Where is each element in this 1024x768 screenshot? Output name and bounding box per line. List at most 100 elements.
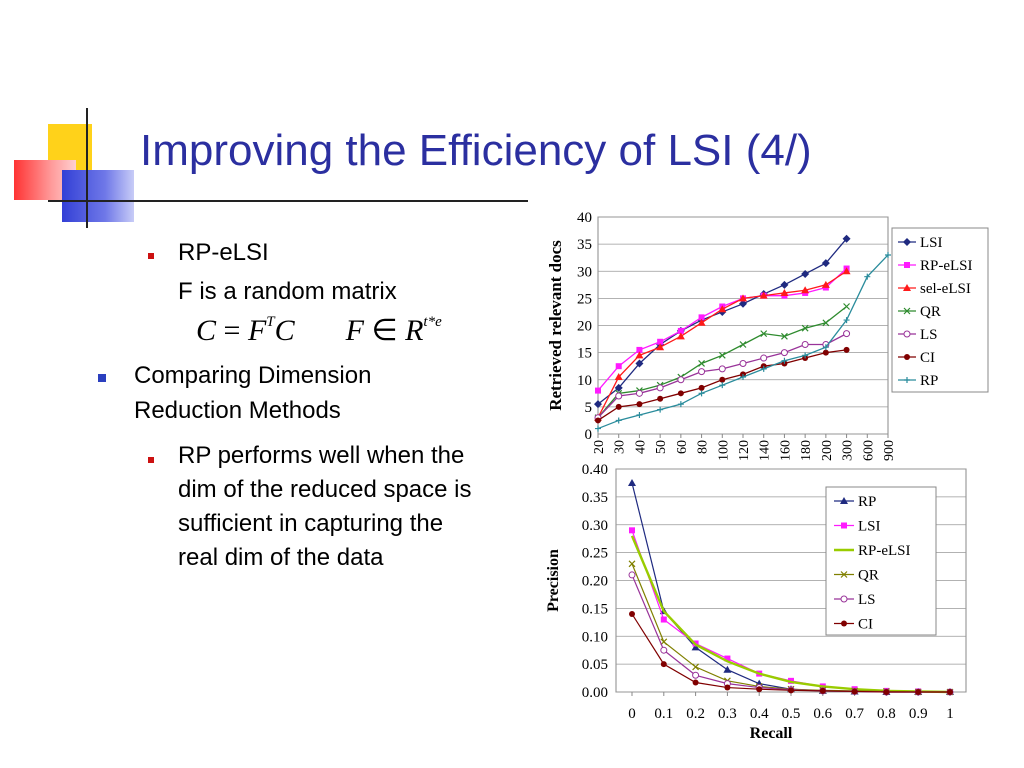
data-point: [691, 643, 700, 651]
y-tick-label: 0.30: [582, 518, 608, 534]
data-point: [660, 646, 668, 654]
y-tick-label: 0.20: [582, 574, 608, 590]
data-point: [822, 319, 830, 327]
data-point: [822, 349, 829, 356]
data-point: [628, 560, 636, 568]
data-point: [739, 341, 747, 348]
data-point: [760, 365, 767, 372]
data-point: [692, 671, 700, 679]
y-tick-label: 0.10: [582, 629, 608, 645]
data-point: [676, 332, 685, 340]
x-tick-label: 100: [716, 440, 731, 461]
data-point: [628, 571, 636, 579]
y-tick-label: 0.25: [582, 546, 608, 562]
legend-entry: LSI: [858, 519, 881, 535]
legend-entry: RP-eLSI: [858, 543, 911, 559]
x-tick-label: 900: [882, 440, 897, 461]
bullet-marker: [148, 457, 154, 463]
data-point: [780, 280, 789, 289]
x-tick-label: 300: [841, 440, 856, 461]
data-point: [802, 352, 809, 359]
legend-entry: sel-eLSI: [920, 281, 971, 297]
page-title: Improving the Efficiency of LSI (4/): [140, 126, 812, 175]
y-tick-label: 10: [577, 373, 592, 389]
legend-marker: [903, 307, 911, 315]
legend-marker: [841, 522, 847, 529]
data-point: [692, 679, 699, 686]
bullet-marker: [148, 253, 154, 259]
data-point: [614, 373, 623, 381]
data-point: [801, 340, 809, 348]
data-point: [788, 687, 794, 694]
legend-entry: QR: [858, 568, 879, 584]
bullet-comparing-line1: Comparing Dimension: [134, 362, 372, 389]
data-point: [719, 382, 726, 389]
x-tick-label: 0.4: [750, 706, 769, 722]
formula-f: F: [247, 314, 267, 347]
data-point: [843, 330, 851, 338]
data-point: [698, 368, 706, 376]
x-tick-label: 200: [820, 440, 835, 461]
y-tick-label: 0.05: [582, 657, 608, 673]
data-point: [629, 610, 635, 617]
legend-marker: [840, 571, 848, 578]
data-point: [660, 661, 667, 668]
x-tick-label: 0.1: [654, 706, 673, 722]
x-tick-label: 0.7: [845, 706, 864, 722]
y-tick-label: 5: [585, 400, 593, 416]
bullet-rp-line3: sufficient in capturing the: [178, 510, 444, 537]
data-point: [657, 395, 664, 402]
data-point: [915, 689, 922, 695]
data-point: [760, 354, 768, 362]
legend-marker: [904, 354, 910, 360]
bullet-comparing-line2: Reduction Methods: [134, 397, 341, 424]
legend-entry: CI: [858, 617, 873, 633]
y-tick-label: 0.15: [582, 601, 608, 617]
data-point: [595, 417, 601, 424]
data-point: [724, 684, 731, 691]
data-point: [697, 318, 706, 326]
x-tick-label: 0: [628, 706, 636, 722]
legend-marker: [841, 620, 847, 627]
data-point: [595, 387, 601, 394]
data-point: [724, 655, 731, 662]
x-tick-label: 600: [861, 440, 876, 461]
data-point: [842, 234, 851, 243]
bullet-rp-line4: real dim of the data: [178, 544, 384, 571]
y-tick-label: 20: [577, 319, 592, 335]
data-point: [851, 688, 858, 695]
data-point: [843, 303, 850, 310]
data-point: [615, 392, 623, 400]
data-point: [628, 478, 636, 486]
data-point: [739, 299, 747, 308]
x-tick-label: 140: [758, 440, 773, 461]
data-point: [780, 288, 789, 296]
legend-entry: LS: [920, 327, 938, 343]
data-point: [821, 280, 830, 288]
data-point: [781, 357, 788, 364]
data-point: [657, 338, 664, 345]
legend-entry: LS: [858, 592, 876, 608]
formula-eq: =: [223, 314, 241, 347]
legend-entry: RP: [920, 373, 938, 389]
data-point: [801, 324, 809, 332]
formula-r: R: [405, 314, 424, 347]
x-tick-label: 80: [696, 440, 711, 454]
bullet-marker: [98, 374, 106, 382]
data-point: [615, 417, 622, 424]
y-tick-label: 0: [585, 427, 593, 443]
data-point: [864, 273, 871, 280]
formula: C = FTC F ∈ Rt*e: [196, 313, 442, 348]
data-point: [819, 687, 826, 694]
formula-f2: F: [345, 314, 364, 347]
data-point: [718, 365, 726, 373]
data-point: [677, 401, 684, 408]
legend-entry: CI: [920, 350, 935, 366]
data-point: [739, 359, 747, 367]
y-tick-label: 0.00: [582, 685, 608, 701]
data-point: [615, 403, 622, 410]
data-point: [660, 616, 667, 623]
x-tick-label: 180: [799, 440, 814, 461]
data-point: [635, 359, 644, 368]
